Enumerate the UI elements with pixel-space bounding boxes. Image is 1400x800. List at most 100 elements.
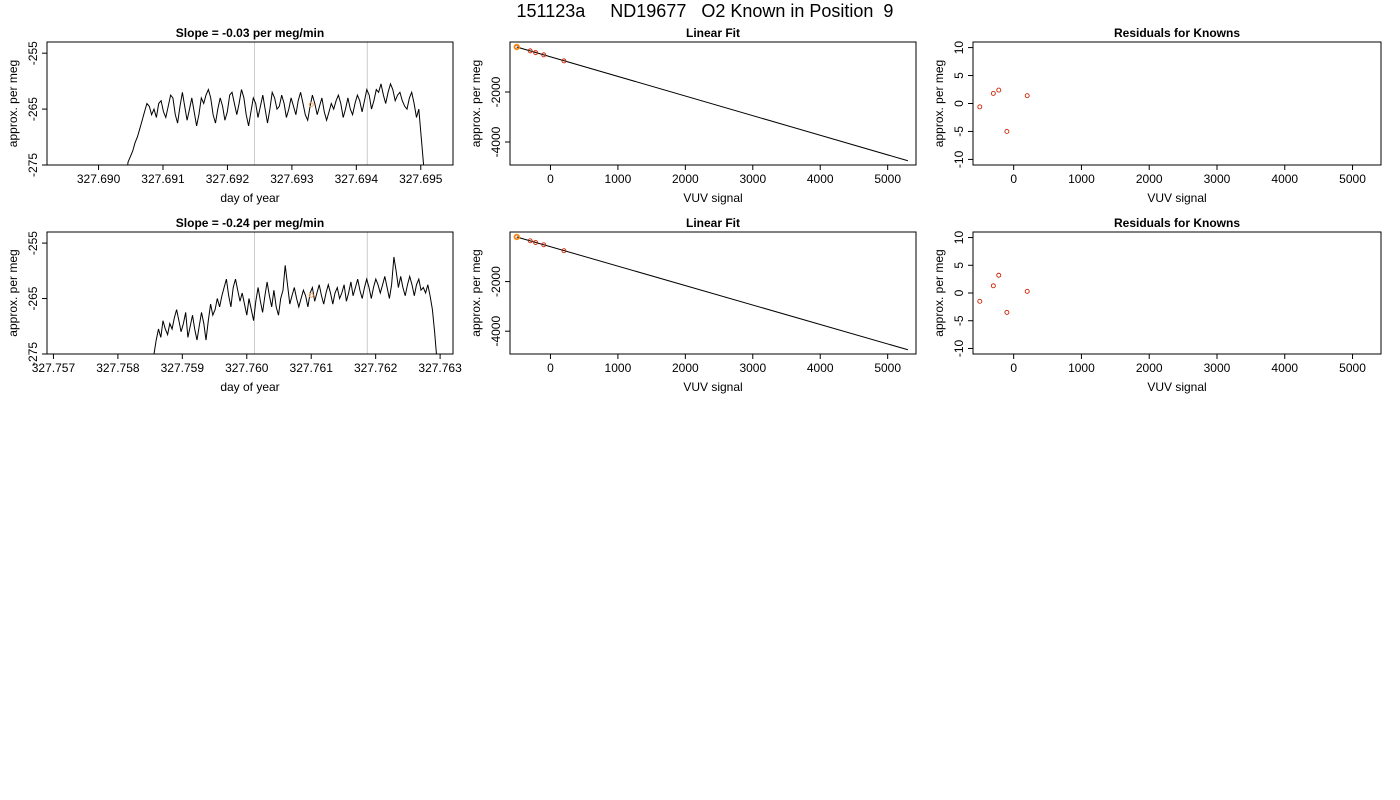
y-tick-label: -255 [26,231,40,255]
series-line [127,82,425,165]
x-tick-label: 3000 [1204,172,1231,186]
y-axis-label: approx. per meg [6,60,20,147]
data-point [996,272,1002,278]
data-point [977,104,983,110]
chart-panel-4: Slope = -0.24 per meg/min 327.757 327.758 3… [6,216,462,394]
x-tick-label: 327.761 [290,361,334,375]
y-axis-label: approx. per meg [469,249,483,336]
y-tick-label: -275 [26,342,40,366]
x-tick-label: 1000 [1068,172,1095,186]
plot-area [513,43,909,162]
x-tick-label: 327.760 [225,361,269,375]
y-tick-label: -5 [952,315,966,326]
x-tick-label: 327.757 [32,361,76,375]
plot-frame [509,41,917,166]
data-point [527,238,533,244]
chart-title: Residuals for Knowns [1114,26,1240,40]
y-tick-label: -4000 [489,316,503,347]
data-point [541,52,547,58]
x-tick-label: 2000 [672,172,699,186]
data-point [1024,288,1030,294]
x-tick-label: 1000 [1068,361,1095,375]
x-tick-label: 327.690 [77,172,121,186]
plot-area [513,233,909,351]
x-tick-label: 327.691 [141,172,185,186]
x-axis-label: VUV signal [1147,191,1206,205]
x-axis-label: VUV signal [1147,380,1206,394]
x-tick-label: 327.759 [161,361,205,375]
highlight-point [513,43,520,51]
x-tick-label: 327.692 [206,172,250,186]
data-point [1024,93,1030,99]
data-point [527,48,533,54]
x-tick-label: 2000 [1136,172,1163,186]
y-tick-label: -275 [26,153,40,177]
data-point [533,240,539,245]
x-tick-label: 0 [1010,172,1017,186]
x-tick-label: 327.693 [270,172,314,186]
x-tick-label: 2000 [1136,361,1163,375]
data-point [996,87,1002,93]
plot-frame [46,231,454,355]
y-axis-label: approx. per meg [932,60,946,147]
x-tick-label: 1000 [605,172,632,186]
y-tick-label: -5 [952,126,966,137]
chart-panel-5: Linear Fit 0 1000 2000 3000 4000 5000 VUV signa… [469,216,917,394]
data-point [1004,309,1010,315]
y-tick-label: -255 [26,41,40,65]
y-tick-label: -265 [26,97,40,121]
y-tick-label: 5 [952,262,966,269]
data-point [533,50,539,56]
data-point [990,283,996,289]
page-title: 151123a ND19677 O2 Known in Position 9 [516,1,894,21]
y-tick-label: 10 [952,41,966,55]
x-axis-label: day of year [220,191,279,205]
y-tick-label: 10 [952,231,966,245]
y-tick-label: -265 [26,286,40,310]
y-axis-label: approx. per meg [932,249,946,336]
x-tick-label: 0 [547,172,554,186]
data-point [561,248,567,254]
x-tick-label: 3000 [739,361,766,375]
plot-frame [972,41,1382,166]
plot-frame [509,231,917,355]
x-tick-label: 327.694 [335,172,379,186]
data-point [561,58,567,64]
fit-line [516,46,909,162]
data-point [1004,129,1010,134]
y-axis-label: approx. per meg [6,249,20,336]
plot-area [977,272,1030,315]
x-tick-label: 4000 [807,361,834,375]
x-axis-label: VUV signal [683,191,742,205]
plot-area [127,42,425,165]
x-tick-label: 0 [547,361,554,375]
x-tick-label: 5000 [1339,361,1366,375]
x-tick-label: 4000 [1271,361,1298,375]
y-tick-label: 0 [952,289,966,296]
x-tick-label: 3000 [739,172,766,186]
x-tick-label: 2000 [672,361,699,375]
x-tick-label: 4000 [807,172,834,186]
x-tick-label: 4000 [1271,172,1298,186]
y-tick-label: -4000 [489,126,503,157]
chart-title: Residuals for Knowns [1114,216,1240,230]
chart-panel-2: Linear Fit 0 1000 2000 3000 4000 5000 VUV signa… [469,26,917,205]
x-tick-label: 5000 [1339,172,1366,186]
highlight-point [513,233,520,241]
y-tick-label: -10 [952,150,966,168]
chart-title: Slope = -0.03 per meg/min [176,26,324,40]
x-tick-label: 0 [1010,361,1017,375]
plot-frame [972,231,1382,355]
y-tick-label: -2000 [489,266,503,297]
x-tick-label: 327.695 [399,172,443,186]
x-tick-label: 327.762 [354,361,398,375]
data-point [977,298,983,304]
x-tick-label: 327.763 [418,361,462,375]
y-tick-label: 0 [952,100,966,107]
chart-panel-3: Residuals for Knowns 0 1000 2000 3000 4000 500… [932,26,1382,205]
chart-title: Linear Fit [686,26,740,40]
x-tick-label: 327.758 [96,361,140,375]
x-axis-label: day of year [220,380,279,394]
series-line [153,256,437,354]
